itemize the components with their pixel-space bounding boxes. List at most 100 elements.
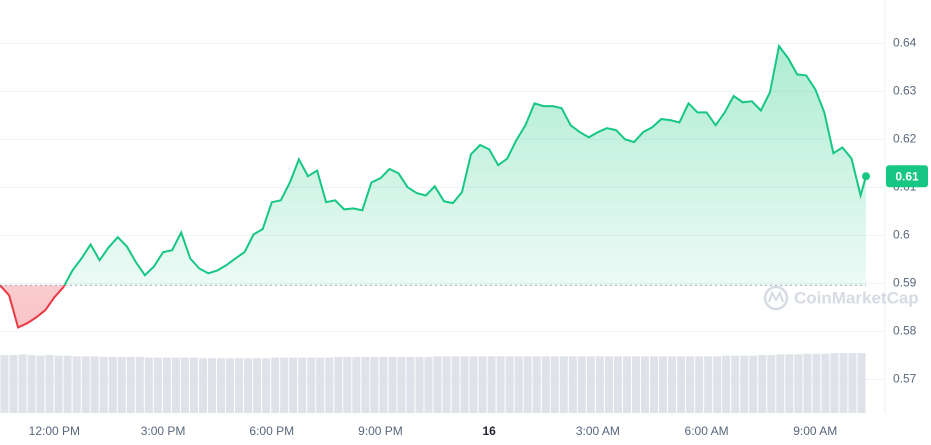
volume-bar bbox=[397, 356, 406, 413]
volume-bar bbox=[90, 356, 99, 413]
volume-bar bbox=[622, 356, 631, 413]
price-badge: 0.61 bbox=[895, 169, 919, 183]
volume-bar bbox=[289, 357, 298, 413]
volume-bar bbox=[514, 356, 523, 413]
x-tick-label: 9:00 AM bbox=[793, 424, 837, 438]
volume-bar bbox=[415, 356, 424, 413]
volume-bar bbox=[604, 356, 613, 413]
volume-bar bbox=[433, 356, 442, 413]
volume-bar bbox=[262, 358, 271, 413]
x-tick-label: 12:00 PM bbox=[29, 424, 80, 438]
volume-bar bbox=[695, 356, 704, 413]
volume-bar bbox=[767, 355, 776, 413]
volume-bar bbox=[749, 355, 758, 413]
volume-bar bbox=[63, 355, 72, 413]
volume-bar bbox=[307, 357, 316, 413]
volume-bar bbox=[631, 356, 640, 413]
volume-bar bbox=[27, 355, 36, 413]
watermark: CoinMarketCap bbox=[763, 285, 919, 311]
volume-bar bbox=[640, 356, 649, 413]
price-line-up bbox=[0, 43, 867, 286]
volume-bar bbox=[126, 356, 135, 413]
volume-bar bbox=[280, 357, 289, 413]
volume-bar bbox=[677, 356, 686, 413]
volume-bar bbox=[776, 354, 785, 413]
volume-bar bbox=[180, 357, 189, 413]
volume-bar bbox=[505, 356, 514, 413]
volume-bar bbox=[99, 356, 108, 413]
volume-bar bbox=[451, 356, 460, 413]
volume-bar bbox=[153, 357, 162, 413]
volume-bar bbox=[812, 353, 821, 413]
volume-bar bbox=[343, 356, 352, 413]
price-badge-bg bbox=[886, 165, 928, 188]
volume-bar bbox=[442, 356, 451, 413]
volume-bar bbox=[424, 356, 433, 413]
area-up bbox=[0, 46, 866, 286]
volume-bar bbox=[361, 356, 370, 413]
volume-bar bbox=[758, 355, 767, 413]
volume-bar bbox=[460, 356, 469, 413]
volume-bar bbox=[72, 356, 81, 413]
volume-bar bbox=[794, 354, 803, 413]
volume-bar bbox=[659, 356, 668, 413]
volume-bar bbox=[713, 356, 722, 413]
volume-bar bbox=[523, 356, 532, 413]
volume-bar bbox=[235, 358, 244, 413]
volume-bar bbox=[36, 355, 45, 413]
volume-bar bbox=[848, 353, 857, 413]
volume-bar bbox=[189, 357, 198, 413]
volume-bar bbox=[45, 355, 54, 413]
y-tick-label: 0.62 bbox=[893, 131, 917, 145]
watermark-text: CoinMarketCap bbox=[794, 288, 919, 307]
volume-bar bbox=[226, 358, 235, 413]
volume-bar bbox=[857, 353, 866, 413]
x-tick-label: 6:00 PM bbox=[249, 424, 294, 438]
volume-bar bbox=[108, 356, 117, 413]
y-tick-label: 0.58 bbox=[893, 324, 917, 338]
volume-bar bbox=[171, 357, 180, 413]
volume-bar bbox=[325, 357, 334, 413]
volume-bar bbox=[559, 356, 568, 413]
volume-bar bbox=[469, 356, 478, 413]
volume-bar bbox=[839, 353, 848, 413]
x-tick-label: 6:00 AM bbox=[685, 424, 729, 438]
volume-bar bbox=[198, 358, 207, 413]
volume-bar bbox=[379, 356, 388, 413]
volume-bar bbox=[244, 358, 253, 413]
volume-bar bbox=[595, 356, 604, 413]
volume-bar bbox=[253, 358, 262, 413]
volume-bar bbox=[9, 355, 18, 413]
volume-bar bbox=[316, 357, 325, 413]
volume-bar bbox=[81, 356, 90, 413]
volume-bar bbox=[613, 356, 622, 413]
y-tick-label: 0.63 bbox=[893, 83, 917, 97]
volume-bar bbox=[162, 357, 171, 413]
volume-bar bbox=[117, 356, 126, 413]
volume-bar bbox=[207, 358, 216, 413]
x-tick-label: 3:00 PM bbox=[141, 424, 186, 438]
x-tick-label: 16 bbox=[482, 424, 496, 438]
volume-bar bbox=[650, 356, 659, 413]
volume-bar bbox=[135, 356, 144, 413]
y-tick-label: 0.6 bbox=[893, 227, 910, 241]
volume-bar bbox=[478, 356, 487, 413]
last-point bbox=[862, 172, 870, 181]
volume-bar bbox=[722, 355, 731, 413]
y-tick-label: 0.64 bbox=[893, 35, 917, 49]
volume-bar bbox=[334, 356, 343, 413]
volume-bar bbox=[370, 356, 379, 413]
x-tick-label: 3:00 AM bbox=[576, 424, 620, 438]
volume-bar bbox=[568, 356, 577, 413]
volume-bar bbox=[298, 357, 307, 413]
volume-bar bbox=[586, 356, 595, 413]
y-tick-label: 0.57 bbox=[893, 372, 917, 386]
volume-bar bbox=[388, 356, 397, 413]
volume-bar bbox=[0, 355, 9, 413]
volume-bar bbox=[54, 355, 63, 413]
volume-bar bbox=[352, 356, 361, 413]
volume-bar bbox=[550, 356, 559, 413]
volume-bar bbox=[487, 356, 496, 413]
volume-bar bbox=[668, 356, 677, 413]
